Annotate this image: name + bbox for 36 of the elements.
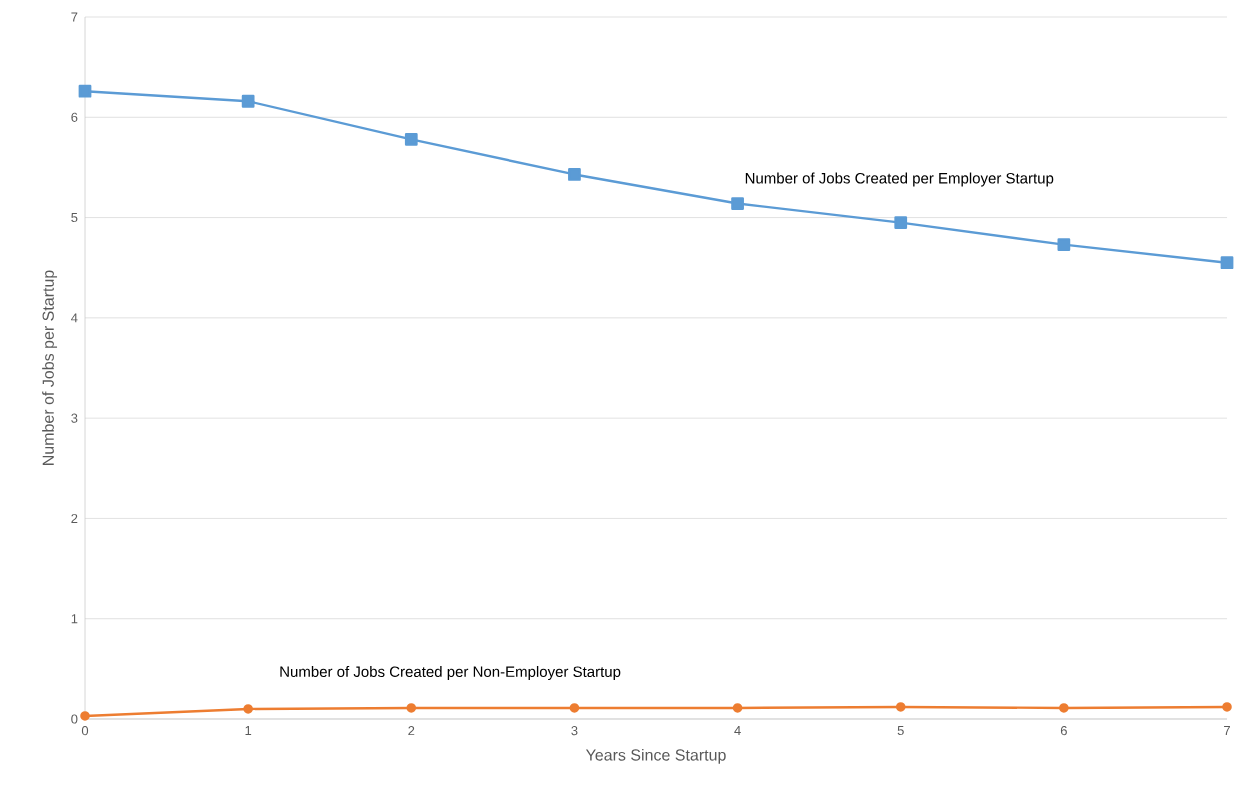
series-label: Number of Jobs Created per Non-Employer Startup <box>280 665 621 680</box>
x-tick-label: 4 <box>734 726 741 735</box>
point <box>80 711 90 721</box>
series-label: Number of Jobs Created per Employer Startup <box>745 172 1054 187</box>
point <box>731 197 744 210</box>
y-tick-label: 4 <box>71 313 78 323</box>
point <box>243 704 253 714</box>
point <box>241 94 255 108</box>
y-tick-label: 5 <box>71 213 78 223</box>
y-axis-title: Number of Jobs per Startup <box>42 270 58 465</box>
point <box>1057 238 1071 252</box>
point <box>404 132 418 146</box>
x-tick-label: 7 <box>1224 726 1230 735</box>
x-tick-label: 1 <box>245 726 252 735</box>
point <box>1222 702 1232 712</box>
point <box>895 702 906 712</box>
x-tick-label: 5 <box>897 726 904 736</box>
y-tick-label: 6 <box>71 112 78 122</box>
point <box>568 168 581 181</box>
y-tick-label: 7 <box>71 12 78 22</box>
point <box>1220 256 1234 270</box>
y-tick-label: 0 <box>71 714 78 724</box>
x-axis-title: Years Since Startup <box>585 748 726 764</box>
x-tick-label: 0 <box>81 726 89 736</box>
x-tick-label: 6 <box>1060 726 1067 736</box>
point <box>78 84 92 98</box>
y-tick-label: 3 <box>71 413 78 423</box>
point <box>1059 703 1069 713</box>
point <box>406 703 417 713</box>
point <box>894 216 908 229</box>
y-tick-label: 1 <box>71 614 78 624</box>
point <box>732 703 743 713</box>
x-tick-label: 2 <box>408 726 415 736</box>
x-tick-label: 3 <box>571 726 578 736</box>
point <box>569 703 580 713</box>
y-tick-label: 2 <box>71 513 78 523</box>
